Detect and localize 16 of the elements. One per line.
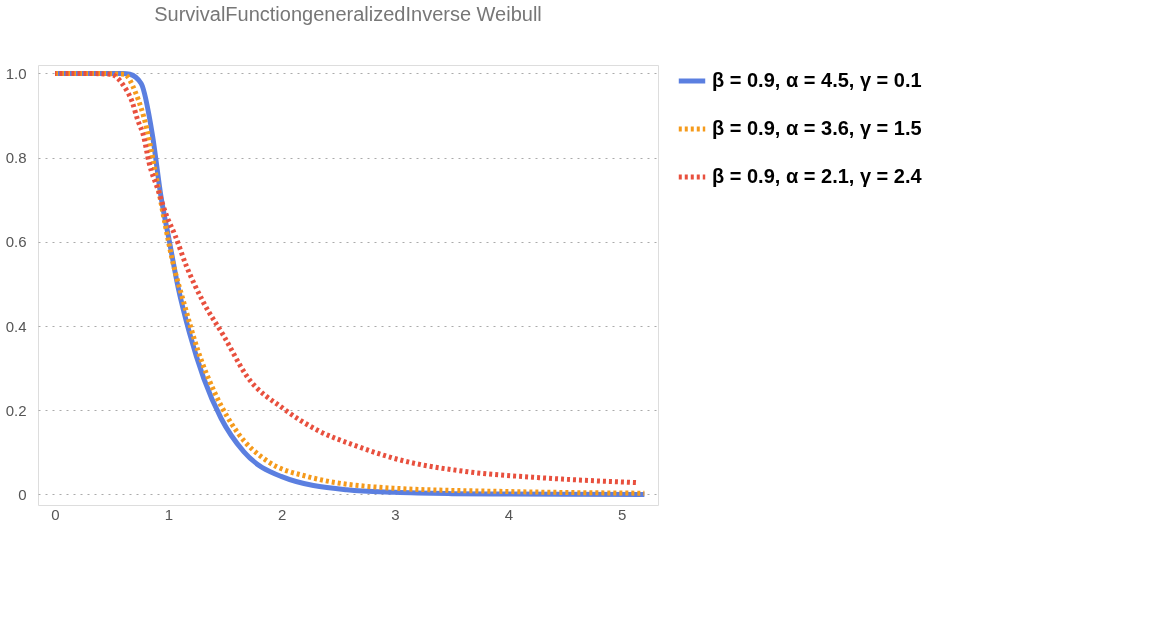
legend-label: β = 0.9, α = 3.6, γ = 1.5 <box>712 117 922 139</box>
y-tick-label: 0.8 <box>5 149 27 167</box>
x-tick-label: 5 <box>618 505 627 523</box>
chart-title: SurvivalFunctiongeneralizedInverse Weibull <box>154 3 542 25</box>
x-tick-label: 2 <box>278 505 287 523</box>
y-tick-label: 0 <box>18 485 27 503</box>
y-tick-label: 0.2 <box>5 401 27 419</box>
x-tick-label: 4 <box>504 505 514 523</box>
y-tick-label: 0.4 <box>5 317 27 335</box>
y-tick-label: 0.6 <box>5 233 27 251</box>
y-tick-label: 1.0 <box>5 64 27 82</box>
legend-label: β = 0.9, α = 4.5, γ = 0.1 <box>712 69 922 91</box>
legend-label: β = 0.9, α = 2.1, γ = 2.4 <box>712 165 923 187</box>
x-tick-label: 1 <box>164 505 174 523</box>
x-tick-label: 0 <box>51 505 60 523</box>
x-tick-label: 3 <box>391 505 400 523</box>
